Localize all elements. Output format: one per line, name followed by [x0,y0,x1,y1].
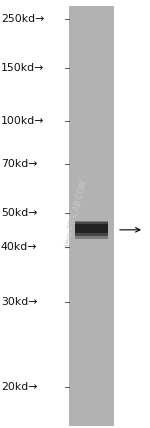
Text: 250kd→: 250kd→ [1,14,44,24]
Text: 40kd→: 40kd→ [1,241,37,252]
Bar [69,6,114,426]
Text: www.PTGLAB.COM: www.PTGLAB.COM [61,178,88,250]
Text: 50kd→: 50kd→ [1,208,37,218]
Bar [75,220,108,222]
Text: 20kd→: 20kd→ [1,382,37,392]
Bar [75,233,108,239]
Bar [75,236,108,239]
Text: 70kd→: 70kd→ [1,159,37,169]
Text: 100kd→: 100kd→ [1,116,44,126]
Bar [75,218,108,223]
Bar [75,221,108,239]
Text: 30kd→: 30kd→ [1,297,37,307]
Text: 150kd→: 150kd→ [1,63,44,74]
